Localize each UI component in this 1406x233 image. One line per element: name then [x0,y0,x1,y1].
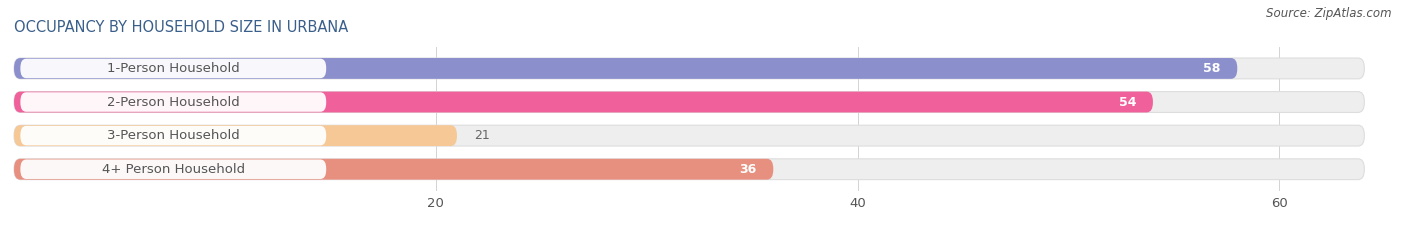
FancyBboxPatch shape [20,159,326,179]
Text: Source: ZipAtlas.com: Source: ZipAtlas.com [1267,7,1392,20]
Text: 2-Person Household: 2-Person Household [107,96,239,109]
FancyBboxPatch shape [14,58,1237,79]
FancyBboxPatch shape [20,126,326,145]
Text: OCCUPANCY BY HOUSEHOLD SIZE IN URBANA: OCCUPANCY BY HOUSEHOLD SIZE IN URBANA [14,20,349,35]
FancyBboxPatch shape [14,125,1364,146]
Text: 36: 36 [740,163,756,176]
FancyBboxPatch shape [14,92,1153,113]
FancyBboxPatch shape [14,159,773,180]
FancyBboxPatch shape [20,59,326,78]
Text: 54: 54 [1119,96,1136,109]
FancyBboxPatch shape [14,125,457,146]
Text: 58: 58 [1204,62,1220,75]
Text: 21: 21 [474,129,489,142]
Text: 4+ Person Household: 4+ Person Household [101,163,245,176]
Text: 1-Person Household: 1-Person Household [107,62,239,75]
FancyBboxPatch shape [14,58,1364,79]
FancyBboxPatch shape [14,92,1364,113]
Text: 3-Person Household: 3-Person Household [107,129,239,142]
FancyBboxPatch shape [20,92,326,112]
FancyBboxPatch shape [14,159,1364,180]
